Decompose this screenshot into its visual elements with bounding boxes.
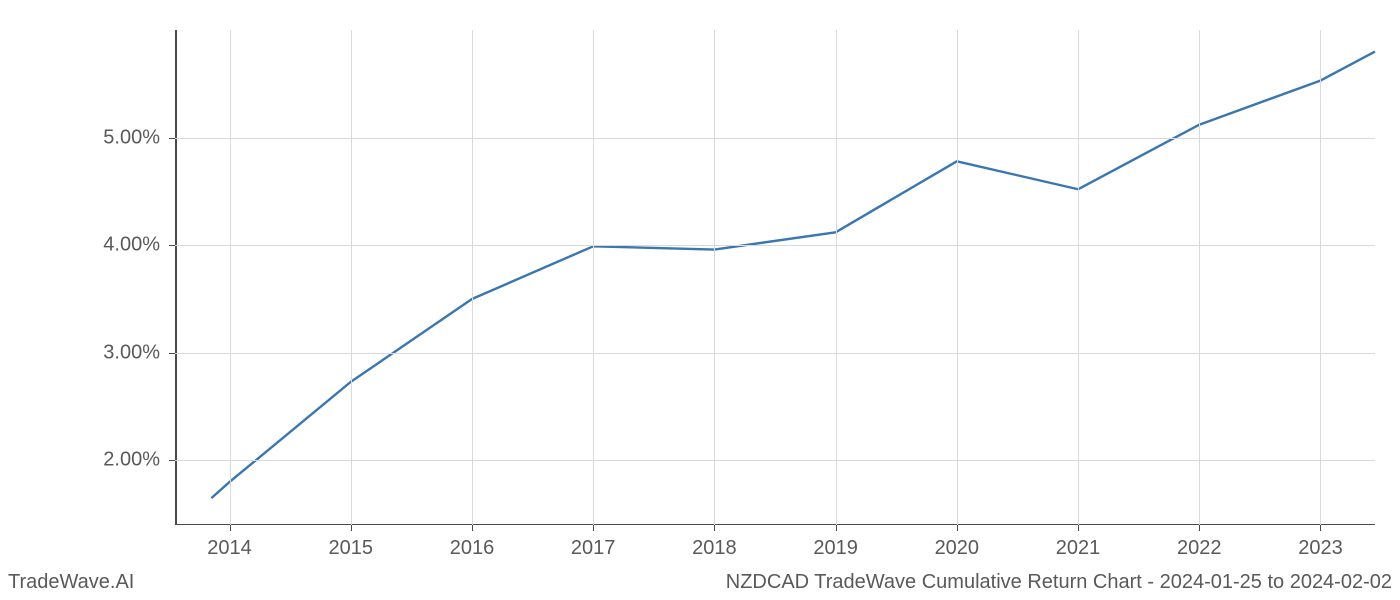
grid-line-vertical [1320, 30, 1321, 525]
grid-line-vertical [836, 30, 837, 525]
x-tick-label: 2020 [935, 537, 980, 560]
grid-line-horizontal [175, 460, 1375, 461]
plot-region: 2014201520162017201820192020202120222023… [175, 30, 1375, 525]
grid-line-vertical [1078, 30, 1079, 525]
x-tick-label: 2022 [1177, 537, 1222, 560]
y-tick-mark [169, 138, 175, 139]
grid-line-vertical [593, 30, 594, 525]
grid-line-vertical [230, 30, 231, 525]
y-tick-label: 5.00% [103, 126, 160, 149]
grid-line-vertical [714, 30, 715, 525]
grid-line-horizontal [175, 353, 1375, 354]
y-tick-mark [169, 460, 175, 461]
y-tick-mark [169, 353, 175, 354]
chart-plot-area: 2014201520162017201820192020202120222023… [175, 30, 1375, 525]
y-tick-label: 2.00% [103, 449, 160, 472]
x-tick-label: 2019 [813, 537, 858, 560]
x-tick-label: 2023 [1298, 537, 1343, 560]
y-tick-label: 3.00% [103, 341, 160, 364]
grid-line-vertical [957, 30, 958, 525]
data-line [211, 52, 1375, 499]
x-tick-label: 2021 [1056, 537, 1101, 560]
x-tick-label: 2017 [571, 537, 616, 560]
x-tick-label: 2015 [329, 537, 374, 560]
x-tick-mark [593, 525, 594, 531]
x-tick-mark [1199, 525, 1200, 531]
footer-caption-text: NZDCAD TradeWave Cumulative Return Chart… [726, 571, 1392, 594]
line-chart-svg [175, 30, 1375, 525]
x-tick-mark [1078, 525, 1079, 531]
footer-brand-text: TradeWave.AI [8, 571, 134, 594]
grid-line-vertical [472, 30, 473, 525]
x-tick-mark [1320, 525, 1321, 531]
grid-line-vertical [351, 30, 352, 525]
x-tick-mark [714, 525, 715, 531]
grid-line-horizontal [175, 138, 1375, 139]
x-tick-mark [472, 525, 473, 531]
x-tick-label: 2014 [207, 537, 252, 560]
x-tick-mark [351, 525, 352, 531]
x-tick-mark [230, 525, 231, 531]
x-tick-label: 2016 [450, 537, 495, 560]
y-tick-label: 4.00% [103, 234, 160, 257]
x-tick-mark [836, 525, 837, 531]
x-tick-mark [957, 525, 958, 531]
grid-line-horizontal [175, 245, 1375, 246]
y-tick-mark [169, 245, 175, 246]
grid-line-vertical [1199, 30, 1200, 525]
x-tick-label: 2018 [692, 537, 737, 560]
